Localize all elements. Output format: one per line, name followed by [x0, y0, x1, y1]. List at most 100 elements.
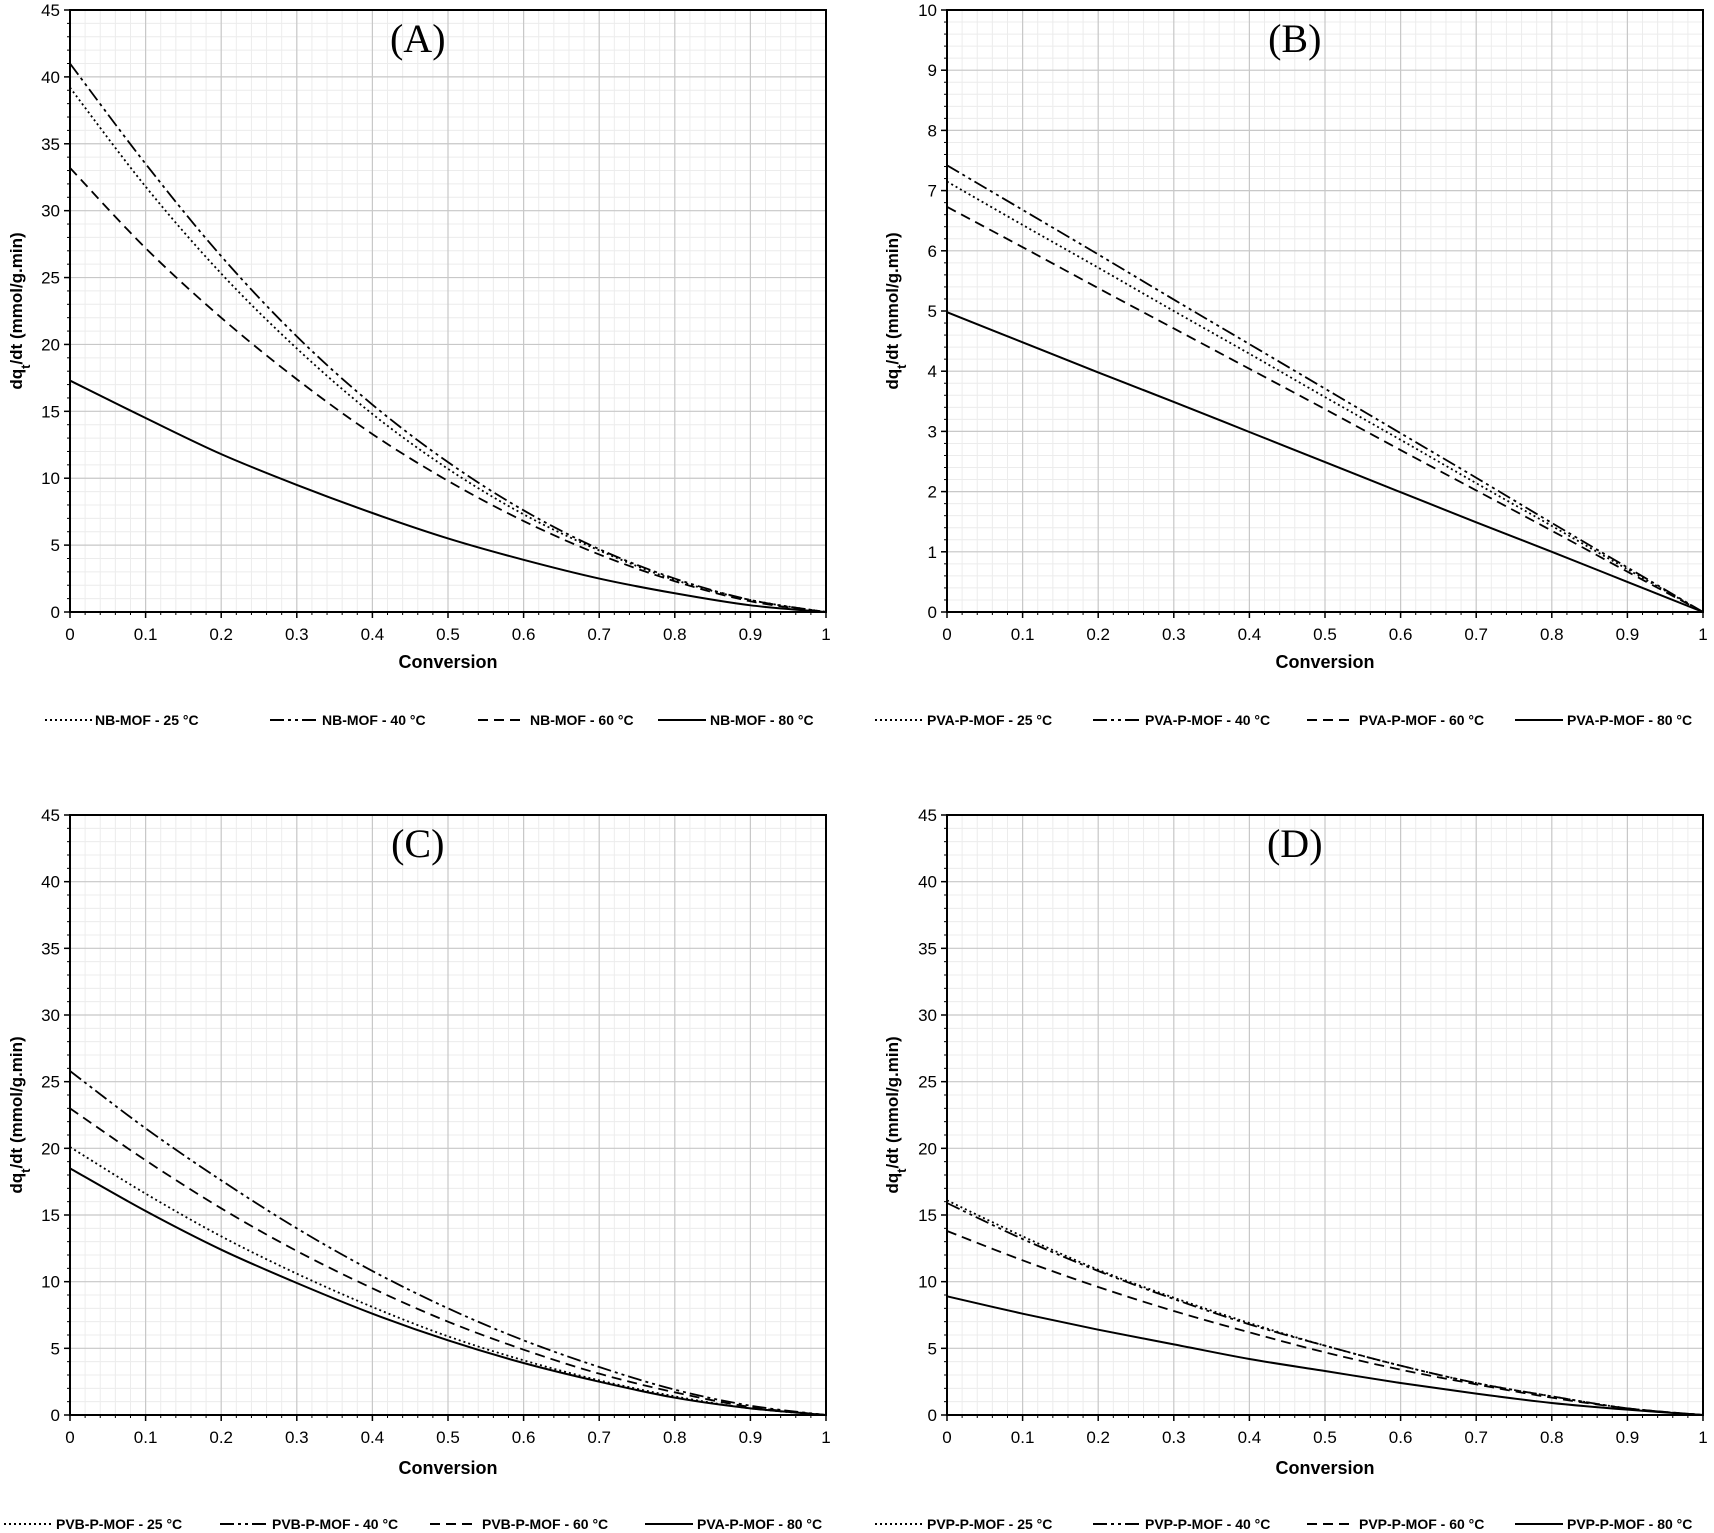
legend-label: PVB-P-MOF - 60 °C [482, 1516, 608, 1532]
x-tick-label: 0.9 [1616, 625, 1640, 644]
x-tick-label: 0.4 [361, 625, 385, 644]
x-axis-title: Conversion [398, 652, 497, 672]
x-tick-label: 0.4 [1238, 1428, 1262, 1447]
legend-label: NB-MOF - 40 °C [322, 712, 426, 728]
x-tick-label: 0 [65, 1428, 74, 1447]
y-axis-title: dqt/dt (mmol/g.min) [883, 1036, 909, 1193]
x-tick-label: 0.9 [739, 1428, 763, 1447]
chart-panel-d: 0 5 10 15 20 25 30 35 40 45 0 0.1 0.2 0.3 0.4 0.5 0.6 0.7… [875, 806, 1708, 1532]
legend-label: PVP-P-MOF - 40 °C [1145, 1516, 1270, 1532]
x-tick-label: 0.5 [1313, 1428, 1337, 1447]
y-tick-label: 25 [41, 269, 60, 288]
legend-label: NB-MOF - 80 °C [710, 712, 814, 728]
x-tick-label: 0.1 [1011, 625, 1035, 644]
x-tick-label: 0.7 [587, 625, 611, 644]
y-tick-label: 45 [41, 1, 60, 20]
y-tick-label: 25 [918, 1073, 937, 1092]
x-tick-label: 0 [942, 1428, 951, 1447]
series-line-solid [69, 1167, 827, 1416]
y-tick-label: 6 [928, 242, 937, 261]
series-line-dashed [69, 1107, 827, 1416]
series-line-dashed [69, 167, 827, 613]
y-tick-label: 35 [918, 939, 937, 958]
x-tick-label: 0.3 [1162, 625, 1186, 644]
series-line-dashed [946, 206, 1704, 613]
x-tick-label: 0.5 [436, 625, 460, 644]
x-tick-label: 0.8 [663, 625, 687, 644]
y-tick-label: 30 [41, 202, 60, 221]
y-tick-label: 9 [928, 61, 937, 80]
series-line-solid [946, 1295, 1704, 1416]
panel-label: (A) [390, 16, 446, 61]
legend-label: PVA-P-MOF - 60 °C [1359, 712, 1484, 728]
y-tick-label: 20 [41, 1139, 60, 1158]
y-tick-label: 7 [928, 182, 937, 201]
x-tick-label: 0.3 [1162, 1428, 1186, 1447]
series-line-dashed [946, 1230, 1704, 1416]
legend-label: NB-MOF - 25 °C [95, 712, 199, 728]
x-tick-label: 0.6 [1389, 625, 1413, 644]
x-tick-label: 0.1 [134, 1428, 158, 1447]
x-tick-label: 0.8 [1540, 625, 1564, 644]
y-tick-label: 45 [918, 806, 937, 825]
y-tick-label: 3 [928, 422, 937, 441]
y-tick-label: 25 [41, 1073, 60, 1092]
series-line-dotted [946, 180, 1704, 613]
x-tick-label: 0.8 [1540, 1428, 1564, 1447]
y-tick-label: 15 [41, 1206, 60, 1225]
y-tick-label: 20 [41, 335, 60, 354]
y-tick-label: 10 [918, 1, 937, 20]
y-tick-label: 0 [928, 1406, 937, 1425]
x-tick-label: 0.5 [1313, 625, 1337, 644]
legend-label: PVP-P-MOF - 80 °C [1567, 1516, 1692, 1532]
y-tick-label: 30 [41, 1006, 60, 1025]
y-tick-label: 40 [41, 68, 60, 87]
x-axis-title: Conversion [1275, 652, 1374, 672]
series-line-solid [69, 379, 827, 613]
x-tick-label: 0.5 [436, 1428, 460, 1447]
x-tick-label: 0.3 [285, 625, 309, 644]
y-tick-label: 2 [928, 483, 937, 502]
panel-label: (B) [1268, 16, 1321, 61]
y-tick-label: 8 [928, 121, 937, 140]
y-axis-title: dqt/dt (mmol/g.min) [7, 1036, 33, 1193]
x-axis-title: Conversion [398, 1458, 497, 1478]
y-tick-label: 4 [928, 362, 937, 381]
x-tick-label: 0.8 [663, 1428, 687, 1447]
series-line-solid [946, 311, 1704, 613]
series-line-dashdot [69, 62, 827, 613]
chart-panel-c: 0 5 10 15 20 25 30 35 40 45 0 0.1 0.2 0.3 0.4 0.5 0.6 0.7… [4, 806, 831, 1532]
x-tick-label: 0.9 [739, 625, 763, 644]
series-line-dotted [69, 87, 827, 613]
series-line-dashdot [69, 1070, 827, 1416]
panel-label: (C) [391, 821, 444, 866]
y-tick-label: 30 [918, 1006, 937, 1025]
y-tick-label: 10 [41, 469, 60, 488]
series-line-dotted [69, 1146, 827, 1416]
x-tick-label: 0.4 [1238, 625, 1262, 644]
legend-label: PVP-P-MOF - 60 °C [1359, 1516, 1484, 1532]
x-axis-title: Conversion [1275, 1458, 1374, 1478]
series-line-dashdot [946, 1202, 1704, 1416]
legend-label: PVA-P-MOF - 80 °C [697, 1516, 822, 1532]
x-tick-label: 0.3 [285, 1428, 309, 1447]
y-tick-label: 40 [41, 873, 60, 892]
x-tick-label: 0.6 [512, 625, 536, 644]
y-tick-label: 15 [918, 1206, 937, 1225]
legend-label: PVA-P-MOF - 80 °C [1567, 712, 1692, 728]
y-tick-label: 5 [51, 536, 60, 555]
x-tick-label: 1 [821, 625, 830, 644]
legend-label: PVB-P-MOF - 25 °C [56, 1516, 182, 1532]
x-tick-label: 0.7 [1464, 625, 1488, 644]
y-tick-label: 5 [928, 302, 937, 321]
x-tick-label: 0 [65, 625, 74, 644]
legend-label: PVA-P-MOF - 40 °C [1145, 712, 1270, 728]
y-tick-label: 0 [51, 1406, 60, 1425]
x-tick-label: 0.7 [587, 1428, 611, 1447]
x-tick-label: 0.1 [134, 625, 158, 644]
legend-label: PVB-P-MOF - 40 °C [272, 1516, 398, 1532]
y-tick-label: 5 [928, 1339, 937, 1358]
y-tick-label: 10 [41, 1273, 60, 1292]
x-tick-label: 1 [1698, 625, 1707, 644]
